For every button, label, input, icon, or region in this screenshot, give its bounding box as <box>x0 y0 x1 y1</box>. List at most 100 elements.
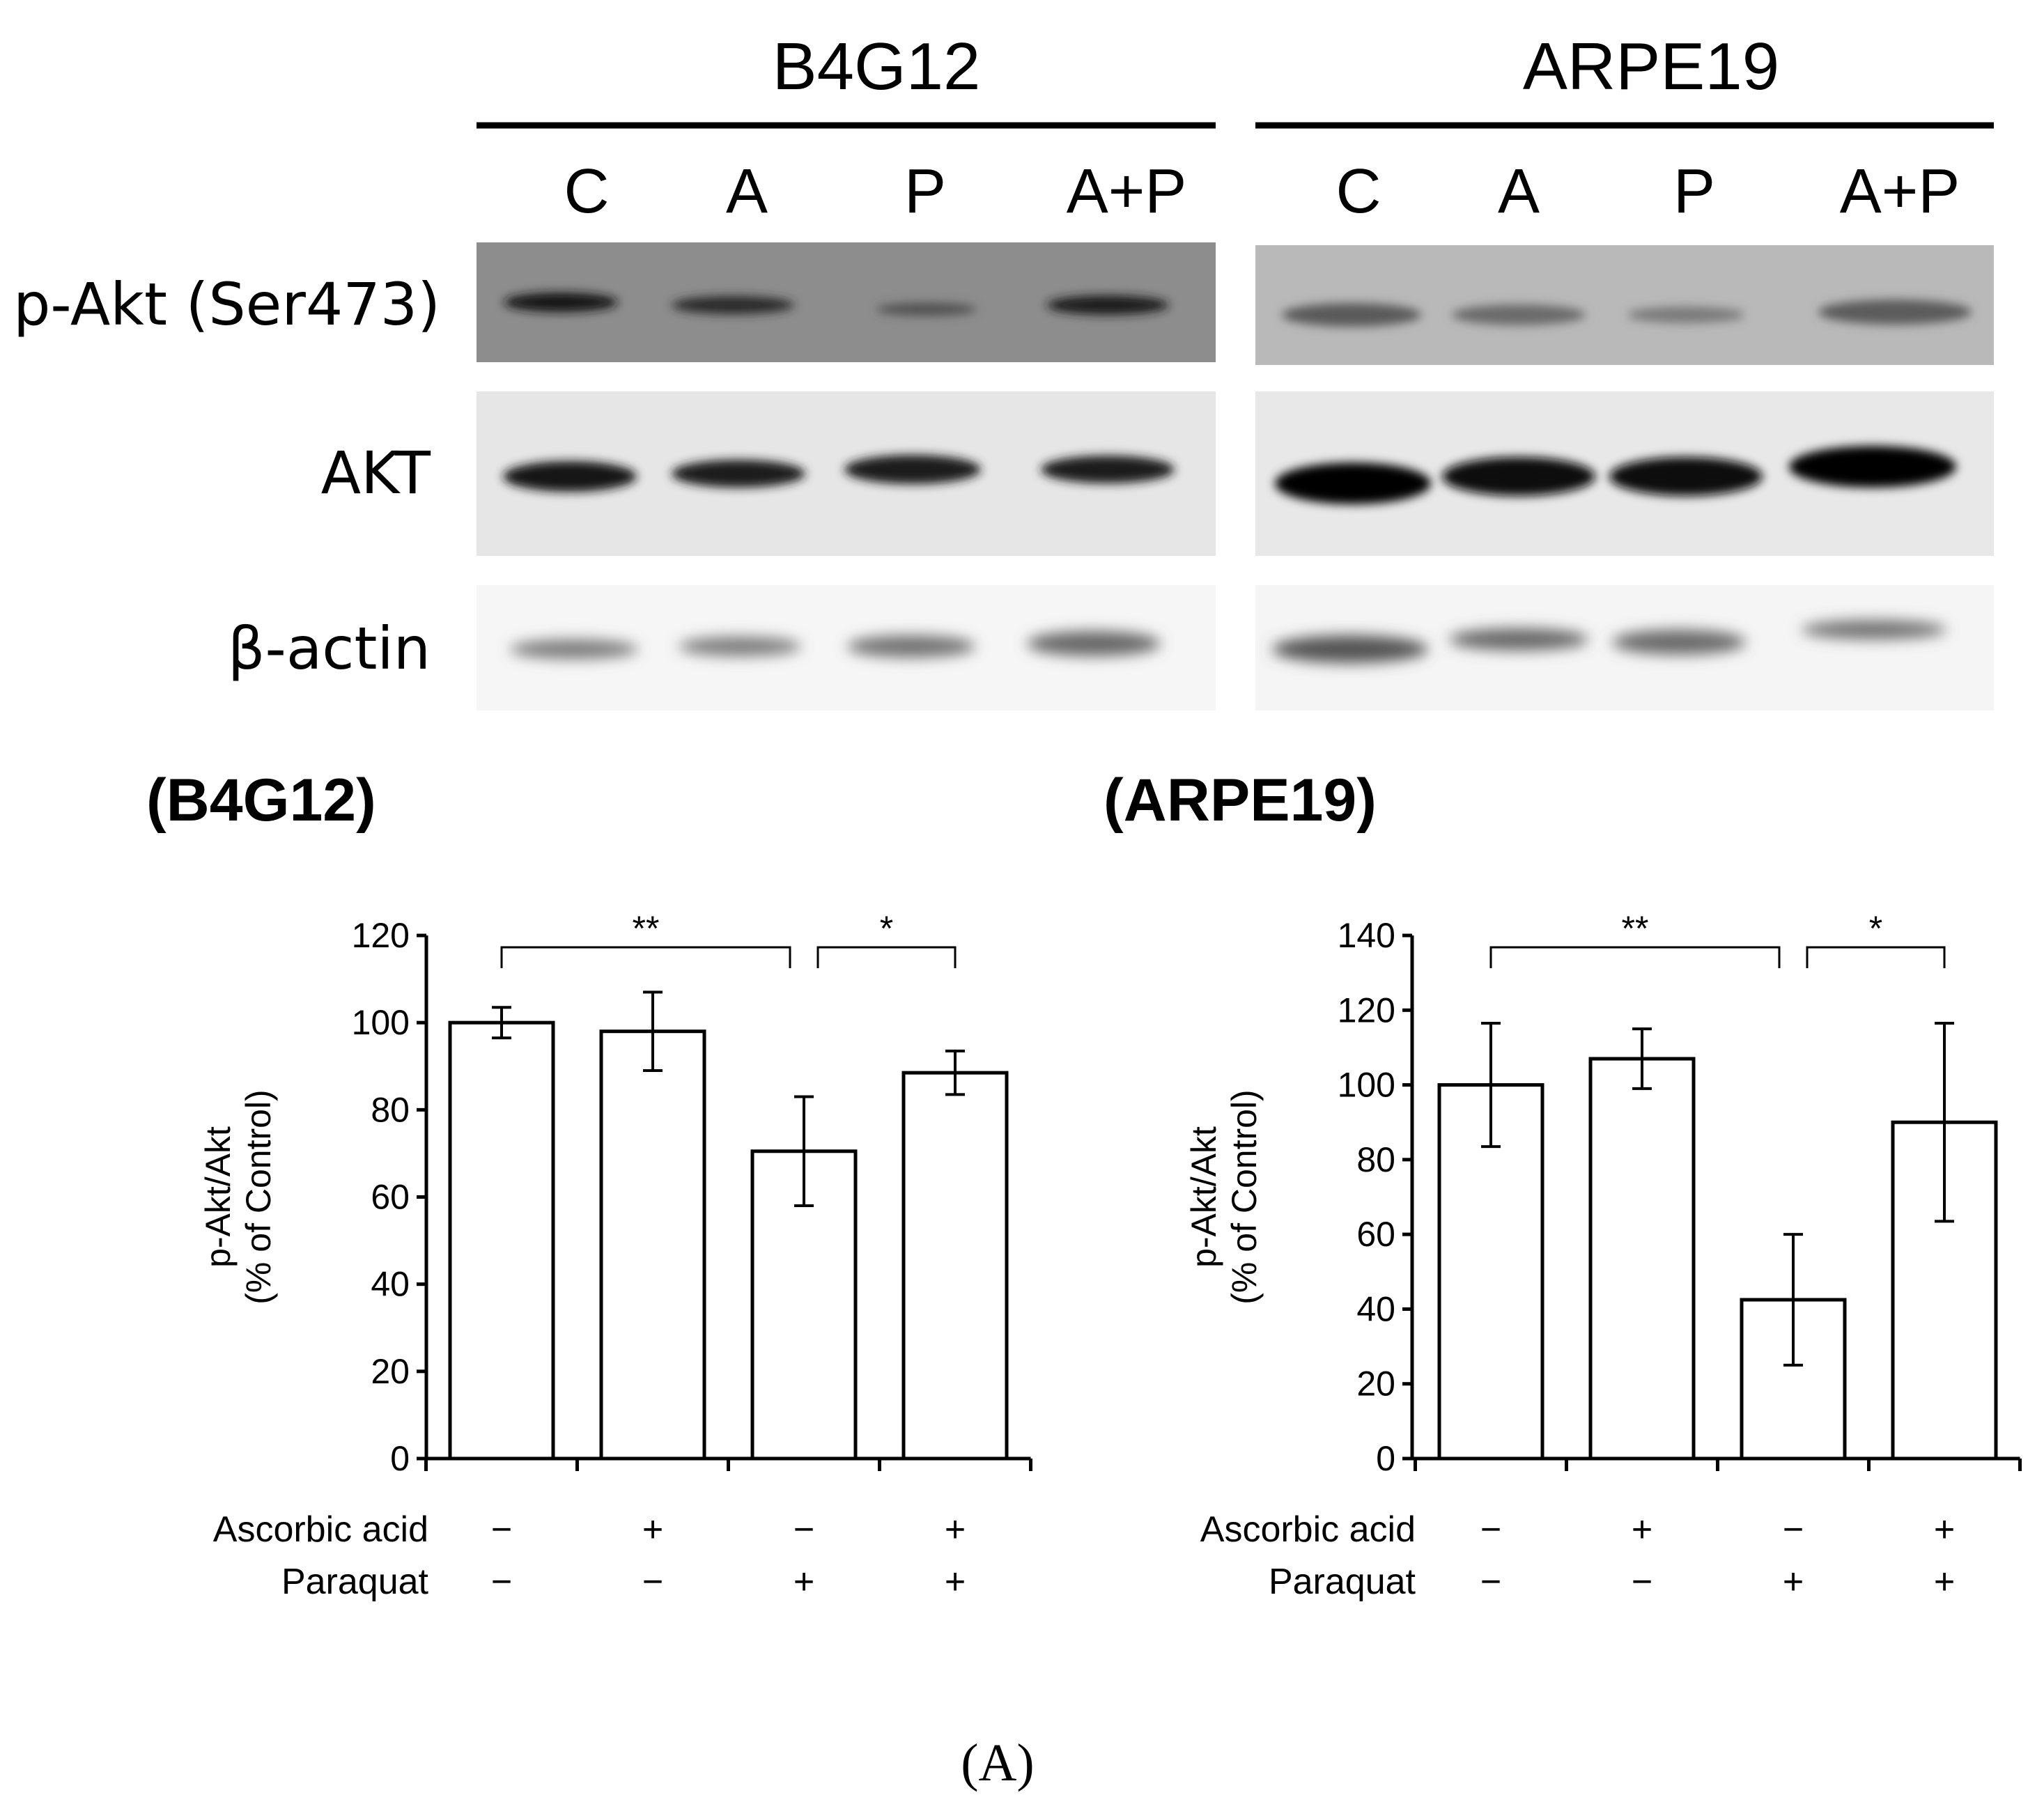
blot-row-label-pakt: p-Akt (Ser473) <box>13 270 440 339</box>
blot-row-label-akt: AKT <box>321 439 431 507</box>
bar-1 <box>599 1029 706 1461</box>
treatment-sign: − <box>793 1509 814 1550</box>
treatment-sign: − <box>1480 1509 1501 1550</box>
treatment-sign: + <box>1632 1509 1652 1550</box>
significance-bracket-1 <box>816 946 957 968</box>
blot-bands-pakt <box>504 293 1972 327</box>
treatment-sign: + <box>1934 1562 1955 1602</box>
y-axis-label-line2: (% of Control) <box>239 1089 278 1304</box>
band-actin-b4g12-ap <box>1027 631 1161 656</box>
chart-title: (B4G12) <box>146 767 376 834</box>
chart-title: (ARPE19) <box>1104 767 1377 834</box>
treatment-sign: + <box>793 1562 814 1602</box>
band-actin-arpe19-c <box>1272 635 1428 663</box>
band-pakt-arpe19-c <box>1282 303 1421 327</box>
treatment-sign: + <box>1934 1509 1955 1550</box>
treatment-sign: + <box>945 1509 966 1550</box>
bar-0 <box>448 1020 555 1461</box>
western-blot-panel: B4G12 ARPE19 C A P A+P C A P A+P p-Akt (Ser473)… <box>13 29 1994 710</box>
band-akt-b4g12-c <box>503 461 637 492</box>
significance-label-0: ** <box>633 909 660 948</box>
bar-1 <box>1588 1057 1696 1461</box>
y-tick-label: 0 <box>1376 1439 1395 1478</box>
y-tick-label: 40 <box>1356 1289 1395 1328</box>
y-tick-label: 120 <box>352 916 410 955</box>
significance-label-1: * <box>1869 909 1882 948</box>
band-pakt-b4g12-a <box>672 296 794 314</box>
y-tick-label: 100 <box>352 1003 410 1042</box>
bar-charts: (B4G12)p-Akt/Akt (% of Control)0204060801… <box>146 767 2022 1602</box>
y-tick-label: 120 <box>1338 990 1395 1029</box>
treatment-sign: − <box>491 1509 512 1550</box>
bar-3 <box>901 1071 1009 1461</box>
y-axis-label-line1: p-Akt/Akt <box>199 1126 238 1268</box>
treatment-sign: − <box>491 1562 512 1602</box>
treatment-sign: − <box>1632 1562 1652 1602</box>
chart-1: (ARPE19) p-Akt/Akt (% of Control) 0 20 40 60 80… <box>1104 767 2022 1602</box>
significance-bracket-0 <box>500 946 791 968</box>
y-tick-label: 60 <box>1356 1215 1395 1254</box>
y-tick-label: 60 <box>371 1178 410 1217</box>
blot-cellline-label-1: ARPE19 <box>1523 29 1779 104</box>
y-tick-label: 80 <box>371 1090 410 1129</box>
blot-lane-label-1-3: A+P <box>1840 157 1960 226</box>
y-tick-label: 40 <box>371 1265 410 1304</box>
band-pakt-b4g12-c <box>504 293 618 312</box>
y-tick-label: 20 <box>371 1352 410 1391</box>
treatment-sign: − <box>1783 1509 1804 1550</box>
significance-bracket-0 <box>1489 946 1781 968</box>
blot-lane-label-0-1: A <box>726 157 768 226</box>
blot-bands-akt <box>503 446 1956 504</box>
band-akt-arpe19-p <box>1609 457 1763 496</box>
y-tick-label: 100 <box>1338 1066 1395 1105</box>
band-pakt-arpe19-a <box>1452 304 1586 325</box>
blot-lane-label-1-0: C <box>1336 157 1381 226</box>
treatment-label-0: Ascorbic acid <box>213 1509 428 1550</box>
figure-label: (A) <box>961 1734 1035 1792</box>
chart-0: (B4G12) p-Akt/Akt (% of Control) 0 20 40 60 80 1… <box>146 767 1032 1602</box>
band-actin-arpe19-a <box>1449 628 1588 651</box>
y-tick-label: 20 <box>1356 1365 1395 1404</box>
band-akt-b4g12-ap <box>1041 456 1175 483</box>
y-tick-label: 140 <box>1338 916 1395 955</box>
blot-cellline-label-0: B4G12 <box>773 29 981 104</box>
treatment-sign: + <box>642 1509 663 1550</box>
blot-lane-label-1-2: P <box>1673 157 1715 226</box>
significance-label-0: ** <box>1622 909 1649 948</box>
band-akt-arpe19-a <box>1442 457 1595 496</box>
treatment-label-1: Paraquat <box>281 1562 429 1602</box>
band-actin-b4g12-a <box>679 637 801 656</box>
band-actin-b4g12-c <box>510 639 638 659</box>
blot-row-label-actin: β-actin <box>228 614 431 683</box>
blot-lane-label-0-3: A+P <box>1067 157 1187 226</box>
band-actin-arpe19-ap <box>1802 620 1946 639</box>
significance-label-1: * <box>880 909 893 948</box>
y-axis-label-line1: p-Akt/Akt <box>1184 1126 1223 1268</box>
band-actin-arpe19-p <box>1612 630 1746 655</box>
treatment-label-1: Paraquat <box>1269 1562 1416 1602</box>
blot-lane-label-1-1: A <box>1498 157 1540 226</box>
treatment-sign: + <box>945 1562 966 1602</box>
blot-bands-actin <box>510 620 1946 663</box>
blot-lane-label-0-2: P <box>904 157 946 226</box>
y-axis-label-line2: (% of Control) <box>1225 1089 1264 1304</box>
treatment-label-0: Ascorbic acid <box>1200 1509 1416 1550</box>
band-akt-b4g12-a <box>672 460 805 488</box>
treatment-sign: − <box>642 1562 663 1602</box>
band-actin-b4g12-p <box>847 635 975 658</box>
band-pakt-b4g12-p <box>876 303 977 316</box>
treatment-sign: − <box>1480 1562 1501 1602</box>
y-tick-label: 0 <box>390 1439 410 1478</box>
band-akt-arpe19-c <box>1275 463 1431 504</box>
band-pakt-arpe19-ap <box>1818 300 1972 325</box>
blot-lane-label-0-0: C <box>564 157 610 226</box>
band-pakt-arpe19-p <box>1627 306 1744 323</box>
band-akt-b4g12-p <box>844 455 981 484</box>
significance-bracket-1 <box>1806 946 1946 968</box>
band-pakt-b4g12-ap <box>1046 295 1169 315</box>
treatment-sign: + <box>1783 1562 1804 1602</box>
band-akt-arpe19-ap <box>1789 446 1956 488</box>
y-tick-label: 80 <box>1356 1140 1395 1179</box>
blot-lane-labels: C A P A+P C A P A+P <box>564 157 1960 226</box>
